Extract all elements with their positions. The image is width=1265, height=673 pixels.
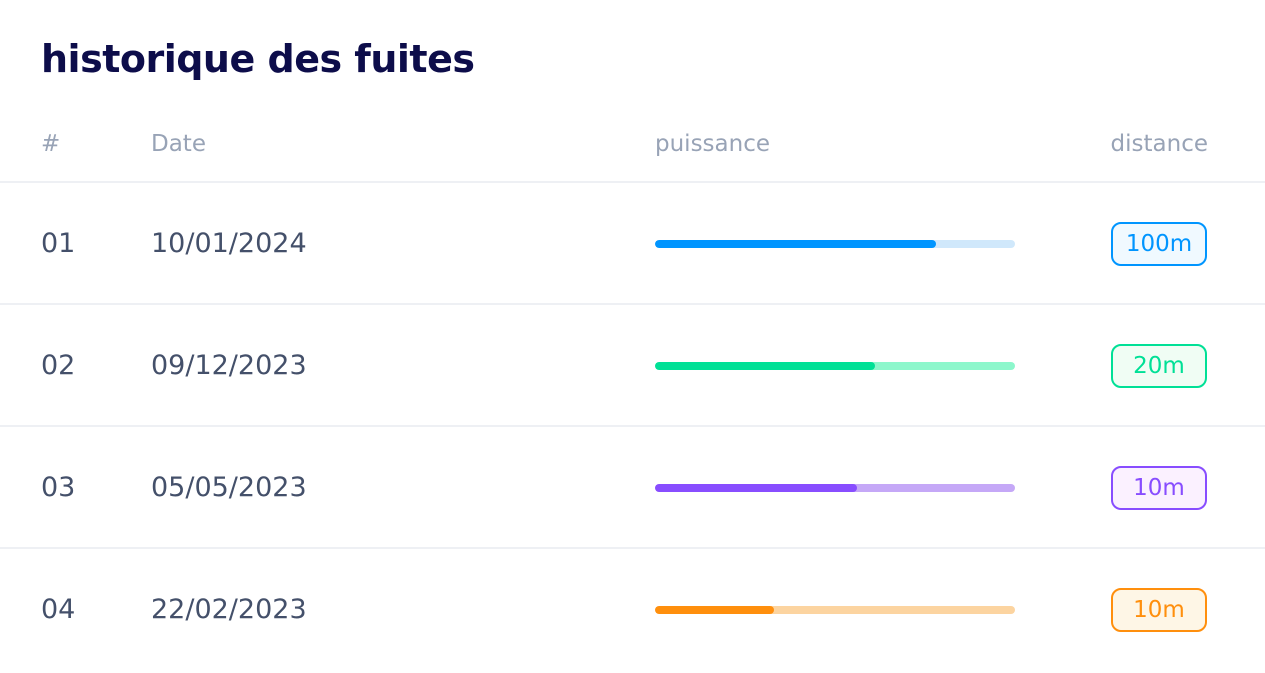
power-bar-fill <box>655 484 857 492</box>
row-divider <box>0 303 1265 305</box>
row-date: 09/12/2023 <box>151 350 307 381</box>
power-bar-fill <box>655 606 774 614</box>
table-row: 02 09/12/2023 20m <box>0 306 1265 426</box>
distance-badge: 10m <box>1111 588 1207 632</box>
row-number: 01 <box>41 228 76 259</box>
table-row: 01 10/01/2024 100m <box>0 184 1265 304</box>
power-bar-track <box>655 362 1015 370</box>
card-title: historique des fuites <box>41 37 475 81</box>
power-bar-fill <box>655 240 936 248</box>
row-date: 10/01/2024 <box>151 228 307 259</box>
row-divider <box>0 425 1265 427</box>
column-header-number: # <box>41 131 61 157</box>
row-divider <box>0 547 1265 549</box>
row-number: 04 <box>41 594 76 625</box>
distance-badge: 20m <box>1111 344 1207 388</box>
row-number: 02 <box>41 350 76 381</box>
distance-badge: 100m <box>1111 222 1207 266</box>
column-header-date: Date <box>151 131 206 157</box>
table-row: 03 05/05/2023 10m <box>0 428 1265 548</box>
row-date: 05/05/2023 <box>151 472 307 503</box>
power-bar-track <box>655 240 1015 248</box>
table-row: 04 22/02/2023 10m <box>0 550 1265 670</box>
column-header-power: puissance <box>655 131 770 157</box>
power-bar-track <box>655 484 1015 492</box>
power-bar-fill <box>655 362 875 370</box>
distance-badge: 10m <box>1111 466 1207 510</box>
row-date: 22/02/2023 <box>151 594 307 625</box>
column-header-distance: distance <box>1110 131 1208 157</box>
row-number: 03 <box>41 472 76 503</box>
power-bar-track <box>655 606 1015 614</box>
header-divider <box>0 181 1265 183</box>
